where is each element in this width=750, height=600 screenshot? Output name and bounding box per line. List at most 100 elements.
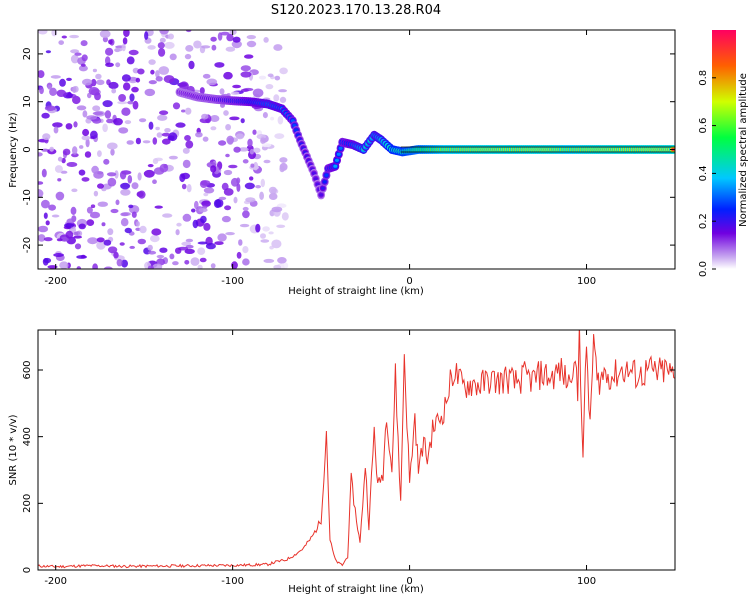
noise-blob [232,36,241,43]
noise-blob [108,81,119,90]
x-tick-label: 100 [577,576,596,587]
noise-blob [258,75,267,80]
noise-blob [249,148,254,155]
noise-blob [274,133,285,140]
noise-blob [52,122,63,128]
y-tick-label: 0 [22,146,33,152]
noise-blob [121,43,126,52]
noise-blob [118,127,129,134]
x-tick-label: -100 [221,276,244,287]
noise-blob [155,126,160,131]
noise-blob [191,208,196,213]
noise-blob [89,211,101,219]
noise-blob [255,185,261,189]
noise-blob [202,73,211,79]
noise-blob [93,190,99,197]
y-tick-label: 10 [22,95,33,108]
noise-blob [199,257,207,263]
noise-blob [73,121,78,128]
ridge-core [338,146,343,150]
noise-blob [72,146,78,155]
noise-blob [201,200,211,207]
noise-blob [238,147,249,152]
noise-blob [203,192,209,197]
noise-blob [142,140,151,144]
noise-blob [117,101,128,105]
noise-blob [273,264,282,269]
noise-blob [118,94,126,102]
ridge-core [315,182,320,186]
noise-blob [186,30,192,33]
noise-blob [201,45,211,49]
noise-blob [162,138,171,145]
noise-blob [235,133,244,140]
noise-blob [271,206,283,213]
noise-blob [96,237,105,243]
noise-blob [48,204,56,211]
noise-blob [54,165,63,173]
noise-blob [66,162,78,167]
colorbar-label: Normalized spectral amplitude [738,73,749,227]
noise-blob [96,240,106,250]
colorbar-tick-label: 0.6 [698,118,709,134]
noise-blob [124,120,132,125]
noise-blob [96,79,105,86]
noise-blob [252,88,264,98]
noise-blob [139,118,147,123]
noise-blob [218,140,227,146]
noise-blob [103,239,112,246]
noise-blob [119,242,125,246]
noise-blob [242,210,250,219]
noise-blob [121,74,131,82]
noise-blob [163,75,175,84]
noise-blob [144,31,149,40]
noise-blob [120,218,129,227]
noise-blob [221,215,231,223]
noise-blob [226,135,234,145]
noise-blob [203,222,211,231]
noise-blob [121,107,131,116]
noise-blob [184,53,192,60]
noise-blob [161,132,171,137]
noise-blob [168,132,178,142]
noise-blob [103,158,110,165]
noise-blob [152,179,157,184]
y-tick-label: -20 [22,237,33,253]
noise-blob [242,246,249,254]
noise-blob [210,165,217,173]
noise-blob [220,31,230,36]
noise-blob [119,170,127,180]
noise-blob [181,172,190,180]
noise-blob [74,243,82,250]
x-tick-label: 0 [406,276,412,287]
noise-blob [121,259,128,268]
noise-blob [263,37,269,43]
noise-blob [116,259,123,267]
noise-blob [218,196,227,201]
noise-blob [102,36,108,43]
noise-blob [84,151,92,158]
figure-title: S120.2023.170.13.28.R04 [271,3,441,18]
noise-blob [139,225,147,234]
colorbar-ticks: 0.0 0.2 0.4 0.6 0.8 [698,70,716,277]
noise-blob [92,263,98,269]
noise-blob [120,212,129,217]
noise-blob [55,191,65,201]
noise-blob [128,49,139,56]
noise-blob [114,170,119,179]
noise-blob [50,75,61,79]
noise-blob [43,212,48,219]
noise-blob [41,148,50,152]
x-tick-label: -100 [221,576,244,587]
x-tick-label: 100 [577,276,596,287]
noise-blob [159,110,169,115]
ridge-core [333,164,338,168]
noise-blob [279,96,287,103]
noise-blob [238,239,243,246]
noise-blob [154,205,163,209]
x-tick-label: -200 [44,576,67,587]
noise-blob [85,138,90,148]
noise-blob [185,140,194,149]
noise-blob [276,203,287,208]
spectrogram-x-label: Height of straight line (km) [288,286,424,297]
